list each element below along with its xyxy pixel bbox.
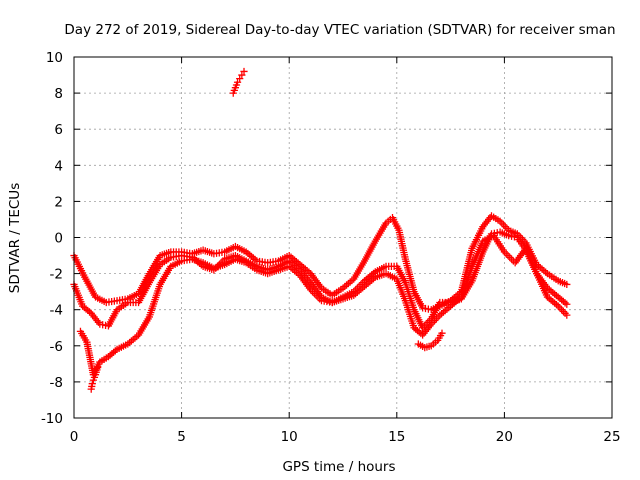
- series-track-c: [76, 232, 571, 379]
- y-tick-label: -10: [41, 411, 63, 427]
- y-tick-label: -6: [50, 339, 63, 355]
- data-point: [88, 380, 96, 388]
- data-point: [438, 329, 446, 337]
- series-fragment-upper: [229, 67, 248, 97]
- y-tick-label: 6: [54, 122, 63, 138]
- series-fragment-low-left: [87, 363, 102, 393]
- y-tick-label: -8: [50, 375, 63, 391]
- y-tick-label: 8: [54, 86, 63, 102]
- x-tick-label: 15: [388, 429, 405, 445]
- y-tick-label: 0: [54, 231, 63, 247]
- series-fragment-right-low: [414, 329, 446, 352]
- y-axis-label: SDTVAR / TECUs: [7, 183, 23, 293]
- y-tick-label: 4: [54, 158, 63, 174]
- data-point: [94, 363, 102, 372]
- x-tick-label: 25: [603, 429, 620, 445]
- axis-ticks: 0 5 10 15 20 25 -10 -8 -6 -4 -2 0 2 4 6 8 10: [41, 50, 621, 445]
- y-tick-label: 2: [54, 194, 63, 210]
- data-point: [233, 78, 242, 86]
- data-point: [111, 347, 119, 355]
- x-tick-label: 5: [177, 429, 186, 445]
- grid: [74, 57, 612, 418]
- y-tick-label: -4: [50, 303, 63, 319]
- y-tick-label: 10: [46, 50, 63, 66]
- data-point: [240, 67, 248, 76]
- x-tick-label: 0: [70, 429, 79, 445]
- data-point: [236, 75, 244, 83]
- data-point: [238, 71, 246, 79]
- data-point: [563, 280, 571, 289]
- chart-title: Day 272 of 2019, Sidereal Day-to-day VTE…: [64, 22, 615, 38]
- x-tick-label: 20: [496, 429, 513, 445]
- y-tick-label: -2: [50, 267, 63, 283]
- x-axis-label: GPS time / hours: [282, 459, 395, 475]
- x-tick-label: 10: [281, 429, 298, 445]
- data-marks: [70, 67, 571, 393]
- data-point: [563, 300, 571, 308]
- data-point: [85, 308, 94, 316]
- data-point: [563, 311, 571, 319]
- data-point: [561, 299, 569, 307]
